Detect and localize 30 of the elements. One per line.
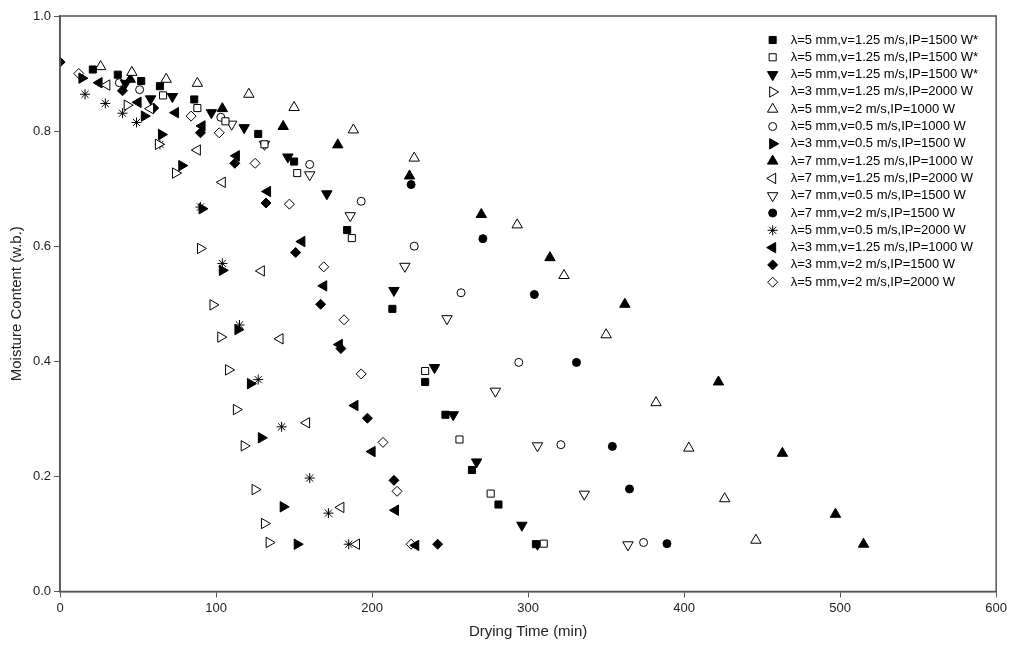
y-tick-label: 0.0: [32, 582, 52, 598]
x-tick-label: 600: [985, 599, 1008, 615]
y-tick-label: 1.0: [32, 7, 52, 23]
legend-label: λ=7 mm,v=1.25 m/s,IP=1000 W: [790, 152, 974, 168]
legend-label: λ=7 mm,v=1.25 m/s,IP=2000 W: [790, 169, 974, 185]
legend-label: λ=5 mm,v=1.25 m/s,IP=1500 W*: [790, 48, 979, 64]
legend-label: λ=5 mm,v=0.5 m/s,IP=1000 W: [790, 118, 967, 134]
y-tick-label: 0.8: [32, 122, 52, 138]
legend-label: λ=5 mm,v=0.5 m/s,IP=2000 W: [790, 221, 967, 237]
x-axis-title: Drying Time (min): [468, 622, 588, 640]
legend-label: λ=3 mm,v=2 m/s,IP=1500 W: [790, 256, 956, 272]
y-tick-label: 0.4: [32, 352, 52, 368]
x-tick-label: 200: [361, 599, 383, 615]
legend-label: λ=7 mm,v=0.5 m/s,IP=1500 W: [790, 187, 967, 203]
x-tick-label: 300: [517, 599, 539, 615]
x-tick-label: 100: [205, 599, 227, 615]
legend-label: λ=3 mm,v=1.25 m/s,IP=1000 W: [790, 239, 974, 255]
y-tick-label: 0.6: [32, 237, 52, 253]
legend-label: λ=3 mm,v=1.25 m/s,IP=2000 W: [790, 83, 974, 99]
x-tick-label: 500: [829, 599, 851, 615]
x-tick-label: 0: [56, 599, 64, 615]
legend-label: λ=5 mm,v=2 m/s,IP=1000 W: [790, 100, 956, 116]
x-tick-label: 400: [673, 599, 695, 615]
y-axis-title: Moisture Content (w.b.): [7, 226, 25, 382]
legend-label: λ=5 mm,v=2 m/s,IP=2000 W: [790, 273, 956, 289]
legend-label: λ=3 mm,v=0.5 m/s,IP=1500 W: [790, 135, 967, 151]
legend-label: λ=5 mm,v=1.25 m/s,IP=1500 W*: [790, 66, 979, 82]
legend-label: λ=5 mm,v=1.25 m/s,IP=1500 W*: [790, 31, 979, 47]
y-tick-label: 0.2: [32, 467, 52, 483]
legend-label: λ=7 mm,v=2 m/s,IP=1500 W: [790, 204, 956, 220]
